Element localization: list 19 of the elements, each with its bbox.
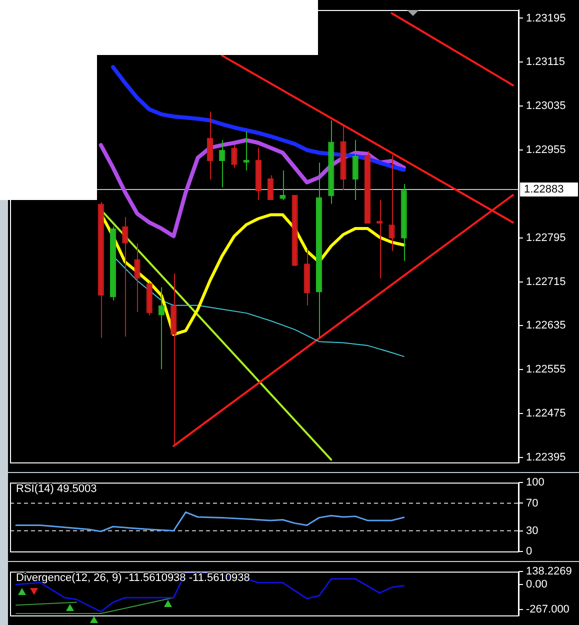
- chart-title: RSI(14) 49.5003: [16, 483, 97, 496]
- y-tick-label: 1.23035: [526, 100, 566, 112]
- y-tick-label: 1.22715: [526, 276, 566, 288]
- y-tick-label: 30: [526, 524, 538, 537]
- y-tick-label: 1.23195: [526, 12, 566, 24]
- y-tick-label: 1.22795: [526, 232, 566, 244]
- y-tick-label: 1.22475: [526, 408, 566, 420]
- y-tick-label: 1.23115: [526, 56, 565, 68]
- y-tick-label: 1.22635: [526, 320, 566, 332]
- y-tick-label: 1.22395: [526, 451, 566, 464]
- y-tick-label: 0: [526, 545, 532, 558]
- ref-line-label: 1.22883: [524, 184, 564, 196]
- y-tick-label: 138.2269: [526, 566, 572, 578]
- y-tick-label: 0.00: [526, 578, 548, 591]
- y-tick-label: 1.22555: [526, 364, 566, 376]
- y-tick-label: 1.22955: [526, 144, 566, 156]
- y-tick-label: 70: [526, 497, 538, 510]
- y-tick-label: -267.000: [526, 604, 570, 616]
- y-tick-label: 100: [526, 476, 544, 489]
